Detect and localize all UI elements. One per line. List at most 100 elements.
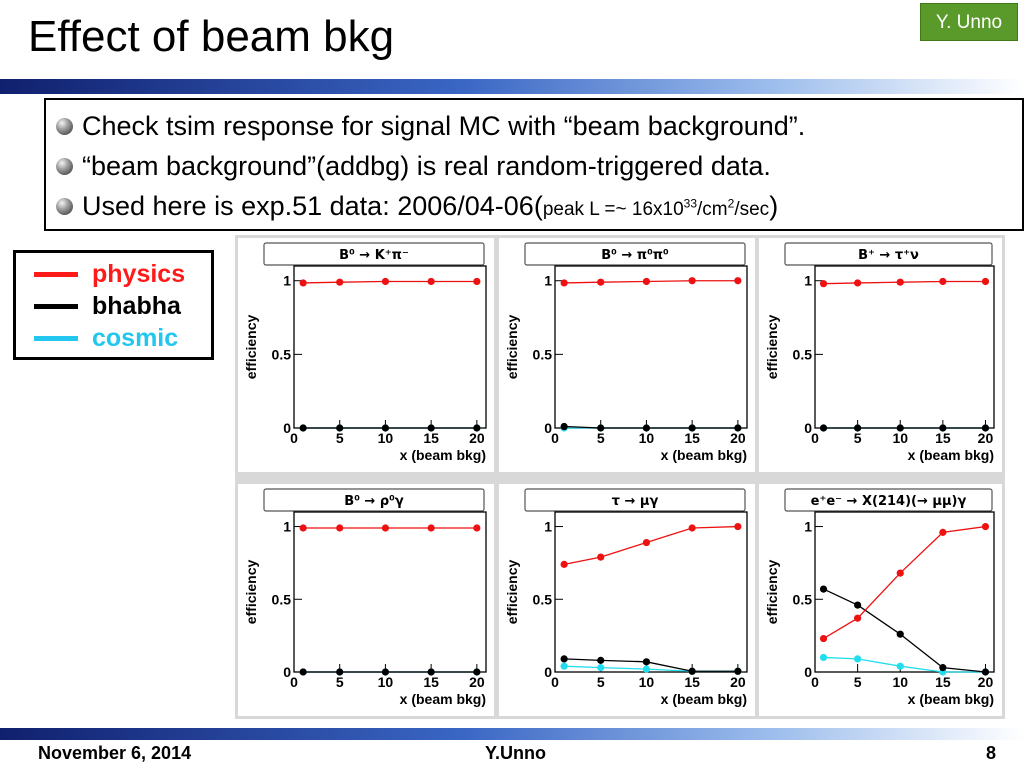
efficiency-plot: B⁺ → τ⁺ν00.510 5 10 15 20x (beam bkg)efficie… xyxy=(759,238,1002,472)
luminosity-text: peak L =~ 16x1033/cm2/sec xyxy=(542,196,770,220)
data-point-physics xyxy=(688,277,696,285)
plot-title: B⁰ → K⁺π⁻ xyxy=(339,248,409,263)
legend-swatch xyxy=(34,303,78,309)
efficiency-plot: B⁰ → K⁺π⁻00.510 5 10 15 20x (beam bkg)effici… xyxy=(238,238,494,472)
y-tick-label: 1 xyxy=(804,519,812,535)
bullet-text: Check tsim response for signal MC with “… xyxy=(82,110,806,141)
x-tick-label: 5 xyxy=(597,430,605,446)
footer-author: Y.Unno xyxy=(485,743,546,763)
footer-date: November 6, 2014 xyxy=(38,743,192,763)
x-tick-label: 20 xyxy=(730,674,746,690)
data-point-physics xyxy=(560,279,568,287)
y-tick-label: 0.5 xyxy=(533,346,553,362)
data-point-bhabha xyxy=(597,424,605,432)
bullet-text-close: ) xyxy=(769,190,779,221)
plot-title-box xyxy=(524,488,746,512)
x-tick-label: 0 xyxy=(811,674,819,690)
x-tick-label: 10 xyxy=(892,430,908,446)
x-tick-label: 10 xyxy=(378,430,394,446)
x-tick-label: 20 xyxy=(730,430,746,446)
plot-title: e⁺e⁻ → X(214)(→ μμ)γ xyxy=(811,494,967,509)
data-point-bhabha xyxy=(896,630,904,638)
data-point-physics xyxy=(819,280,828,288)
bullet-item: “beam background”(addbg) is real random-… xyxy=(56,146,1022,186)
page-number: 8 xyxy=(986,743,997,763)
data-point-bhabha xyxy=(473,668,481,676)
plot-title-box xyxy=(784,488,993,512)
x-tick-label: 15 xyxy=(935,674,951,690)
data-point-cosmic xyxy=(597,664,605,672)
y-axis-label: efficiency xyxy=(504,314,520,379)
data-point-bhabha xyxy=(427,668,435,676)
data-point-bhabha xyxy=(560,422,568,431)
legend-label: physics xyxy=(92,259,186,288)
x-tick-label: 20 xyxy=(469,430,485,446)
x-tick-label: 0 xyxy=(811,430,819,446)
y-tick-label: 0.5 xyxy=(272,346,292,362)
data-point-bhabha xyxy=(854,424,862,432)
data-point-bhabha xyxy=(427,424,435,432)
data-point-bhabha xyxy=(299,668,307,676)
data-point-physics xyxy=(734,277,742,285)
data-point-physics xyxy=(896,278,904,286)
x-axis-label: x (beam bkg) xyxy=(400,447,486,463)
legend-swatch xyxy=(34,335,78,341)
data-point-bhabha xyxy=(981,668,990,676)
plot-background xyxy=(759,238,1002,472)
data-point-bhabha xyxy=(896,424,904,432)
data-point-physics xyxy=(981,522,990,531)
plot-frame xyxy=(814,511,995,673)
data-point-physics xyxy=(854,279,862,287)
data-point-physics xyxy=(896,569,904,577)
plot-title-box xyxy=(263,488,485,512)
data-point-bhabha xyxy=(336,424,344,432)
bullet-text-main: Used here is exp.51 data: 2006/04-06( xyxy=(82,190,543,221)
x-tick-label: 15 xyxy=(684,430,700,446)
legend-label: bhabha xyxy=(92,291,181,320)
legend-item-bhabha: bhabha xyxy=(34,291,181,321)
y-tick-label: 1 xyxy=(544,273,552,289)
plot-background xyxy=(499,484,755,716)
legend-item-cosmic: cosmic xyxy=(34,323,178,353)
data-point-bhabha xyxy=(734,424,742,432)
data-point-bhabha xyxy=(597,656,605,664)
plot-background xyxy=(238,484,494,716)
data-point-physics xyxy=(336,524,344,532)
y-tick-label: 0 xyxy=(544,664,552,680)
data-point-physics xyxy=(299,279,307,287)
x-tick-label: 10 xyxy=(639,430,655,446)
y-tick-label: 1 xyxy=(283,519,291,535)
y-tick-label: 0.5 xyxy=(272,591,292,607)
data-point-bhabha xyxy=(854,601,862,609)
data-point-bhabha xyxy=(560,655,568,663)
data-point-bhabha xyxy=(336,668,344,676)
x-tick-label: 5 xyxy=(854,430,862,446)
legend-item-physics: physics xyxy=(34,259,185,289)
slide-title: Effect of beam bkg xyxy=(28,12,395,61)
x-tick-label: 15 xyxy=(423,430,439,446)
data-point-cosmic xyxy=(854,655,862,663)
data-point-cosmic xyxy=(896,662,904,670)
data-point-bhabha xyxy=(473,424,481,432)
x-tick-label: 10 xyxy=(378,674,394,690)
y-tick-label: 0.5 xyxy=(793,346,813,362)
x-axis-label: x (beam bkg) xyxy=(908,447,994,463)
data-point-physics xyxy=(597,553,605,561)
data-point-physics xyxy=(427,277,435,286)
data-point-physics xyxy=(939,528,947,536)
plot-title: B⁺ → τ⁺ν xyxy=(858,248,919,263)
data-point-physics xyxy=(642,277,651,286)
y-tick-label: 0 xyxy=(283,664,291,680)
x-axis-label: x (beam bkg) xyxy=(661,447,747,463)
y-axis-label: efficiency xyxy=(764,559,780,624)
bullet-box: Check tsim response for signal MC with “… xyxy=(44,98,1024,231)
data-point-physics xyxy=(473,524,481,532)
data-point-physics xyxy=(939,277,947,286)
y-axis-label: efficiency xyxy=(504,559,520,624)
x-tick-label: 0 xyxy=(290,430,298,446)
data-point-physics xyxy=(597,278,605,286)
y-axis-label: efficiency xyxy=(243,559,259,624)
y-tick-label: 0 xyxy=(804,664,812,680)
data-point-cosmic xyxy=(560,662,568,670)
